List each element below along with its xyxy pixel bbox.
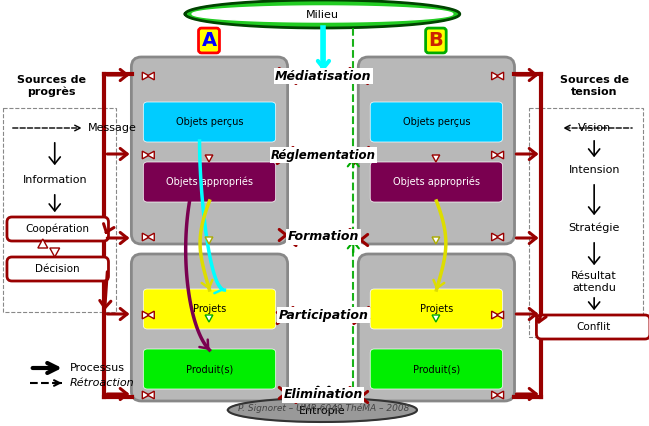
Text: Conflit: Conflit [576,322,610,332]
Polygon shape [492,311,498,319]
Polygon shape [142,72,149,80]
Text: Entropie: Entropie [299,406,346,416]
Polygon shape [50,248,60,257]
Text: Objets appropriés: Objets appropriés [393,177,480,187]
Polygon shape [38,239,48,248]
Text: Formation: Formation [288,230,359,244]
Polygon shape [192,6,453,22]
Polygon shape [147,151,154,159]
Text: Objets perçus: Objets perçus [176,117,243,127]
Text: Participation: Participation [278,308,369,322]
FancyBboxPatch shape [131,57,288,244]
FancyBboxPatch shape [370,162,502,202]
Polygon shape [492,391,498,399]
Polygon shape [492,151,498,159]
FancyBboxPatch shape [143,162,276,202]
Text: Projets: Projets [193,304,226,314]
Polygon shape [205,315,213,322]
Text: Produit(s): Produit(s) [413,364,460,374]
Text: Résultat
attendu: Résultat attendu [571,271,617,293]
FancyBboxPatch shape [358,57,515,244]
Polygon shape [185,0,459,28]
Text: Vision: Vision [578,123,611,133]
FancyBboxPatch shape [143,102,276,142]
Text: Milieu: Milieu [306,10,339,20]
Text: Message: Message [88,123,136,133]
Text: Intension: Intension [569,165,620,175]
FancyBboxPatch shape [370,289,502,329]
Text: Médiatisation: Médiatisation [275,69,372,83]
Polygon shape [496,72,504,80]
FancyBboxPatch shape [537,315,649,339]
Polygon shape [496,311,504,319]
Text: Processus: Processus [69,363,125,373]
Polygon shape [142,233,149,241]
Polygon shape [147,311,154,319]
Polygon shape [228,398,417,422]
Text: Réglementation: Réglementation [271,149,376,161]
Text: Produit(s): Produit(s) [186,364,233,374]
Polygon shape [142,151,149,159]
Text: Objets appropriés: Objets appropriés [166,177,253,187]
Text: Décision: Décision [36,264,80,274]
Polygon shape [147,391,154,399]
Text: Rétroaction: Rétroaction [69,378,134,388]
Polygon shape [142,391,149,399]
Polygon shape [432,155,440,162]
Text: P. Signoret – UMR 6049 ThéMA – 2008: P. Signoret – UMR 6049 ThéMA – 2008 [238,403,409,413]
Text: Coopération: Coopération [26,224,90,234]
FancyBboxPatch shape [7,217,108,241]
Text: Sources de
progrès: Sources de progrès [18,75,86,97]
Text: A: A [201,31,217,50]
Polygon shape [205,155,213,162]
FancyBboxPatch shape [370,349,502,389]
Polygon shape [142,311,149,319]
Polygon shape [147,72,154,80]
Text: Sources de
tension: Sources de tension [559,75,629,97]
Text: Projets: Projets [420,304,453,314]
Polygon shape [432,237,440,244]
Text: B: B [428,31,443,50]
Text: Objets perçus: Objets perçus [402,117,470,127]
FancyBboxPatch shape [370,102,502,142]
Text: Stratégie: Stratégie [569,223,620,233]
FancyBboxPatch shape [358,254,515,401]
Polygon shape [496,151,504,159]
Polygon shape [205,237,213,244]
Text: Information: Information [23,175,87,185]
FancyBboxPatch shape [143,289,276,329]
Polygon shape [432,315,440,322]
Polygon shape [492,233,498,241]
Polygon shape [147,233,154,241]
Polygon shape [496,391,504,399]
FancyBboxPatch shape [131,254,288,401]
Polygon shape [492,72,498,80]
Polygon shape [496,233,504,241]
FancyBboxPatch shape [7,257,108,281]
FancyBboxPatch shape [143,349,276,389]
Text: Elimination: Elimination [284,389,363,401]
